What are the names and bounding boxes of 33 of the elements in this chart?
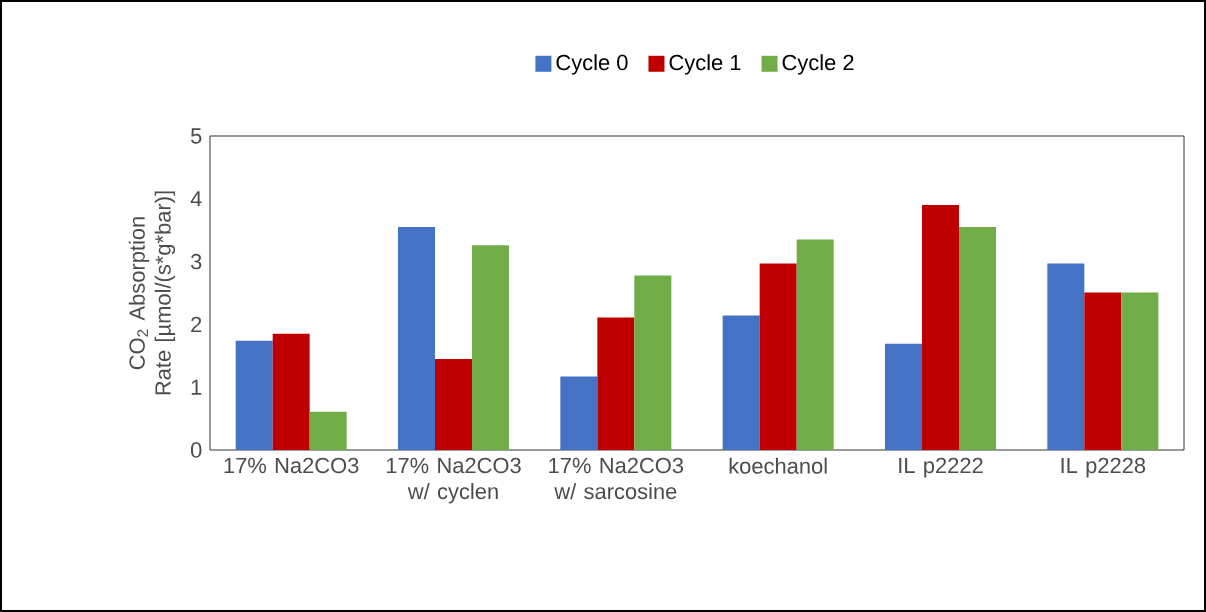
x-tick-label: 17% Na2CO3 w/ sarcosine xyxy=(549,457,684,500)
legend-label: Cycle 2 xyxy=(782,54,854,75)
y-tick-label: 5 xyxy=(190,128,202,144)
bar xyxy=(398,227,435,450)
y-tick-label: 1 xyxy=(191,379,202,395)
x-tick-label: 17% Na2CO3 w/ cyclen xyxy=(386,457,521,504)
bar xyxy=(796,239,834,450)
bar xyxy=(309,411,347,450)
bar xyxy=(560,376,598,450)
y-tick-label: 0 xyxy=(190,442,202,458)
bar xyxy=(597,317,635,450)
bar xyxy=(235,340,273,450)
bar xyxy=(1121,292,1159,450)
x-tick-label: koechanol xyxy=(729,457,827,474)
bar xyxy=(634,275,672,450)
legend-label: Cycle 1 xyxy=(669,54,741,75)
bar xyxy=(722,315,760,450)
bar xyxy=(959,227,996,450)
bar xyxy=(759,263,797,450)
bar xyxy=(472,245,509,450)
bar xyxy=(1047,263,1085,450)
legend-label: Cycle 0 xyxy=(556,54,628,75)
y-tick-label: 3 xyxy=(190,253,202,270)
bar xyxy=(922,205,959,450)
bar xyxy=(885,343,922,450)
bar xyxy=(1084,292,1122,450)
bar xyxy=(435,358,472,450)
x-tick-label: IL p2222 xyxy=(899,457,983,478)
y-tick-label: 4 xyxy=(190,191,202,207)
x-tick-label: IL p2228 xyxy=(1061,457,1146,478)
bar xyxy=(272,333,310,450)
x-tick-label: 17% Na2CO3 xyxy=(224,457,359,474)
y-tick-label: 2 xyxy=(191,316,202,333)
